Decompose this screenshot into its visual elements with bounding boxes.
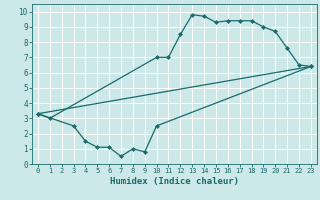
X-axis label: Humidex (Indice chaleur): Humidex (Indice chaleur) bbox=[110, 177, 239, 186]
